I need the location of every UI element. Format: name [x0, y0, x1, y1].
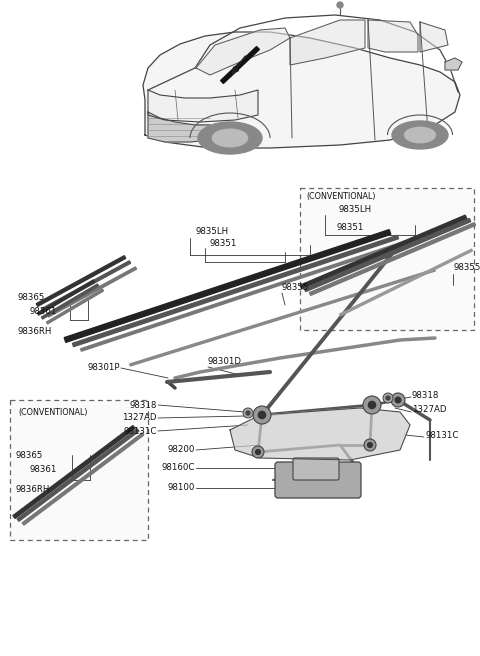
Circle shape [363, 396, 381, 414]
Circle shape [337, 2, 343, 8]
Polygon shape [339, 249, 472, 316]
Circle shape [383, 393, 393, 403]
Polygon shape [130, 269, 435, 366]
Text: 98100: 98100 [168, 483, 195, 493]
Text: 98365: 98365 [18, 293, 46, 302]
Text: 98131C: 98131C [124, 426, 157, 436]
Text: 98365: 98365 [16, 451, 43, 459]
Text: 98361: 98361 [30, 308, 58, 316]
Text: 9836RH: 9836RH [16, 485, 50, 495]
Text: 9835LH: 9835LH [338, 205, 372, 215]
Circle shape [368, 443, 372, 447]
FancyBboxPatch shape [293, 458, 339, 480]
Polygon shape [47, 289, 104, 324]
Circle shape [253, 406, 271, 424]
Polygon shape [304, 218, 471, 292]
Ellipse shape [405, 127, 435, 143]
Polygon shape [41, 284, 98, 319]
Text: 1327AD: 1327AD [122, 413, 157, 422]
Polygon shape [148, 90, 258, 122]
Text: 98318: 98318 [412, 390, 439, 400]
Circle shape [386, 396, 390, 400]
Circle shape [391, 393, 405, 407]
Polygon shape [143, 32, 460, 148]
Polygon shape [37, 280, 95, 315]
Text: 9835LH: 9835LH [195, 228, 228, 237]
Polygon shape [41, 261, 131, 311]
FancyBboxPatch shape [10, 400, 148, 540]
Text: 98131C: 98131C [425, 430, 458, 440]
Polygon shape [48, 267, 137, 317]
Polygon shape [148, 112, 210, 142]
Polygon shape [36, 256, 126, 306]
Polygon shape [13, 426, 135, 518]
Polygon shape [22, 433, 144, 525]
Text: 9836RH: 9836RH [18, 327, 52, 337]
Text: 98200: 98200 [168, 445, 195, 455]
Text: 98351: 98351 [336, 224, 364, 232]
Text: 98160C: 98160C [162, 464, 195, 472]
Text: 98355: 98355 [453, 264, 480, 272]
Circle shape [364, 439, 376, 451]
Text: (CONVENTIONAL): (CONVENTIONAL) [18, 407, 87, 417]
Circle shape [246, 411, 250, 415]
Circle shape [252, 446, 264, 458]
Text: 1327AD: 1327AD [412, 405, 446, 415]
Polygon shape [196, 28, 290, 75]
Ellipse shape [212, 129, 248, 147]
Polygon shape [221, 47, 259, 83]
Polygon shape [17, 429, 139, 522]
FancyBboxPatch shape [300, 188, 474, 330]
Circle shape [243, 408, 253, 418]
Polygon shape [72, 236, 398, 346]
Circle shape [369, 401, 376, 409]
Polygon shape [230, 408, 410, 460]
Text: 98351: 98351 [210, 239, 238, 249]
Text: 98355: 98355 [282, 283, 310, 293]
Polygon shape [368, 20, 418, 52]
Ellipse shape [198, 122, 262, 154]
Circle shape [258, 411, 265, 419]
Polygon shape [81, 241, 407, 351]
Text: 98361: 98361 [30, 466, 58, 474]
Text: 98301P: 98301P [87, 363, 120, 373]
Polygon shape [310, 222, 476, 295]
Polygon shape [290, 20, 365, 65]
Polygon shape [420, 22, 448, 52]
Text: 98301D: 98301D [208, 358, 242, 367]
Text: (CONVENTIONAL): (CONVENTIONAL) [306, 192, 375, 201]
Circle shape [395, 397, 401, 403]
Polygon shape [64, 230, 391, 342]
Polygon shape [300, 215, 467, 289]
Polygon shape [445, 58, 462, 70]
Circle shape [255, 449, 260, 455]
FancyBboxPatch shape [275, 462, 361, 498]
Text: 98318: 98318 [130, 401, 157, 409]
Ellipse shape [392, 121, 448, 149]
